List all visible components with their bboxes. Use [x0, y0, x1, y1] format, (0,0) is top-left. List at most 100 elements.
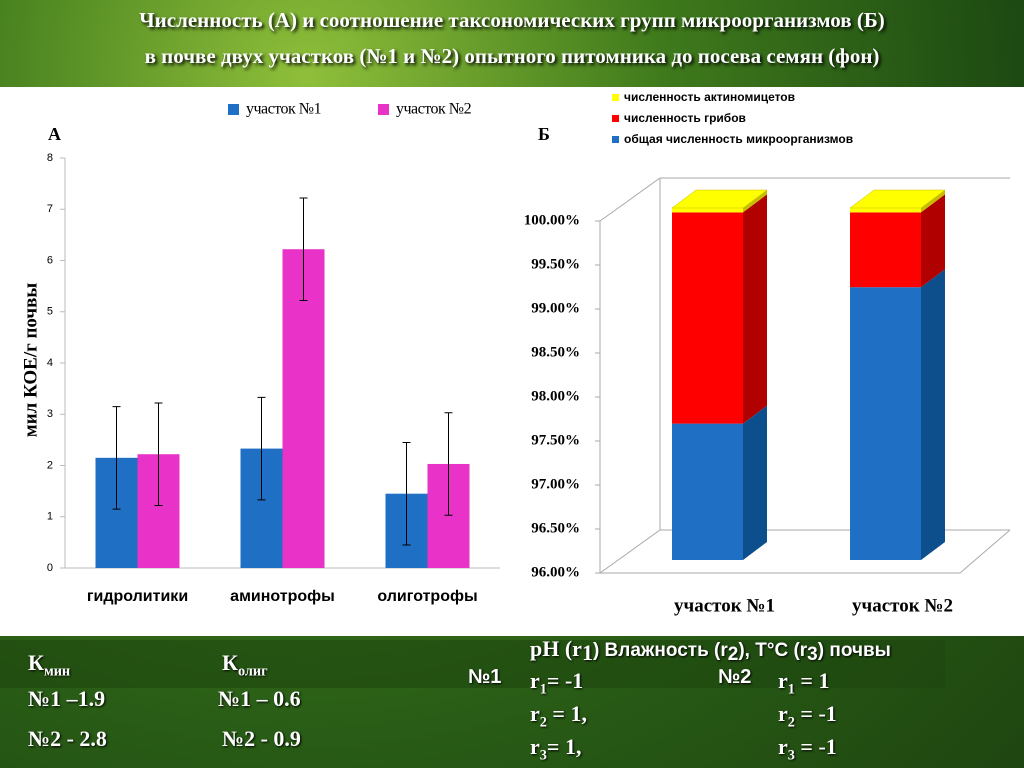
symbol: К — [222, 650, 238, 675]
footer-strip — [0, 640, 945, 688]
bar-side — [743, 194, 767, 424]
text: r — [778, 734, 788, 759]
correlation-row: r3= 1, — [530, 734, 581, 764]
bar-segment — [850, 287, 921, 560]
x-tick-label: участок №2 — [852, 595, 953, 616]
y-tick-label: 97.00% — [531, 476, 580, 492]
text: r — [530, 668, 540, 693]
y-tick-label: 100.00% — [524, 212, 580, 228]
error-bar — [112, 406, 121, 510]
text: r — [530, 701, 540, 726]
legend-swatch — [612, 115, 619, 122]
k-line: №2 - 0.9 — [222, 726, 301, 751]
bar-side — [743, 190, 767, 213]
legend-label: численность грибов — [624, 111, 746, 125]
x-tick-label: гидролитики — [87, 588, 188, 605]
y-tick-label: 99.00% — [531, 300, 580, 316]
legend-label: участок №1 — [246, 101, 322, 118]
bar-top — [671, 189, 768, 209]
bar-side — [743, 405, 767, 560]
x-tick-label: аминотрофы — [230, 588, 335, 605]
y-tick-label: 97.50% — [531, 432, 580, 448]
y-tick-label: 7 — [47, 203, 53, 215]
legend-swatch — [612, 136, 619, 143]
sub: мин — [43, 663, 71, 680]
y-tick-label: 8 — [47, 152, 53, 164]
bar-segment — [850, 212, 921, 288]
correlation-row: r3 = -1 — [778, 734, 837, 764]
y-tick-label: 98.50% — [531, 344, 580, 360]
title-line: Численность (А) и соотношение таксономич… — [139, 8, 885, 32]
y-tick-label: 96.00% — [531, 564, 580, 580]
y-tick-label: 3 — [47, 408, 53, 420]
sub: олиг — [237, 663, 268, 680]
error-bar — [257, 396, 266, 501]
y-tick-label: 99.50% — [531, 256, 580, 272]
bar — [282, 249, 325, 568]
bar-side — [921, 190, 945, 213]
y-axis-label: мил КОЕ/г почвы — [20, 283, 41, 438]
text: = 1, — [546, 734, 582, 759]
bar-top — [849, 189, 946, 209]
correlation-row: r1= -1 — [530, 668, 583, 698]
site-label: №1 — [468, 666, 502, 688]
k-line: №2 - 2.8 — [28, 726, 107, 751]
legend-swatch — [378, 104, 389, 115]
legend-label: общая численность микроорганизмов — [624, 132, 853, 146]
sub: 3 — [539, 747, 547, 764]
text: ) Влажность (r — [592, 640, 728, 661]
sub: 1 — [539, 681, 547, 698]
bar-side — [921, 269, 945, 560]
bar-segment — [672, 423, 743, 560]
error-bar — [444, 412, 453, 516]
error-bar — [154, 402, 163, 506]
site-label: №2 — [718, 666, 752, 688]
text: = 1, — [546, 701, 587, 726]
sub: 1 — [581, 640, 593, 666]
bar-segment — [850, 208, 921, 213]
y-tick-label: 96.50% — [531, 520, 580, 536]
text: = 1 — [794, 668, 830, 693]
x-tick-label: участок №1 — [674, 595, 775, 616]
x-tick-label: олиготрофы — [377, 588, 477, 605]
sub: 2 — [539, 714, 547, 731]
sub: 3 — [807, 644, 818, 666]
text: r — [778, 701, 788, 726]
text: = -1 — [794, 701, 837, 726]
text: ), T°C (r — [738, 640, 808, 661]
y-tick-label: 5 — [47, 306, 53, 318]
legend-swatch — [228, 104, 239, 115]
k-line: №1 –1.9 — [28, 686, 106, 711]
k-min: Кмин — [28, 650, 70, 680]
panel-label: Б — [538, 124, 550, 144]
text: r — [530, 734, 540, 759]
bar-segment — [672, 208, 743, 213]
y-tick-label: 6 — [47, 254, 53, 266]
correlation-row: r2 = 1, — [530, 701, 587, 731]
y-tick-label: 2 — [47, 459, 53, 471]
error-bar — [402, 441, 411, 546]
text: ) почвы — [817, 640, 891, 661]
k-olig: Колиг — [222, 650, 268, 680]
sub: 2 — [727, 644, 739, 666]
sub: 3 — [787, 747, 795, 764]
legend-swatch — [612, 94, 619, 101]
legend-label: участок №2 — [396, 101, 472, 118]
y-tick-label: 0 — [47, 562, 53, 574]
y-tick-label: 98.00% — [531, 388, 580, 404]
bar-segment — [672, 212, 743, 424]
y-tick-label: 4 — [47, 357, 53, 369]
text: r — [778, 668, 788, 693]
sub: 2 — [787, 714, 795, 731]
wall — [599, 177, 1011, 574]
text: = -1 — [794, 734, 837, 759]
sub: 1 — [787, 681, 795, 698]
y-tick-label: 1 — [47, 511, 53, 523]
legend-label: численность актиномицетов — [624, 90, 795, 104]
correlation-row: r1 = 1 — [778, 668, 829, 698]
k-line: №1 – 0.6 — [218, 686, 301, 711]
symbol: К — [28, 650, 44, 675]
correlation-row: r2 = -1 — [778, 701, 837, 731]
error-bar — [299, 197, 308, 301]
